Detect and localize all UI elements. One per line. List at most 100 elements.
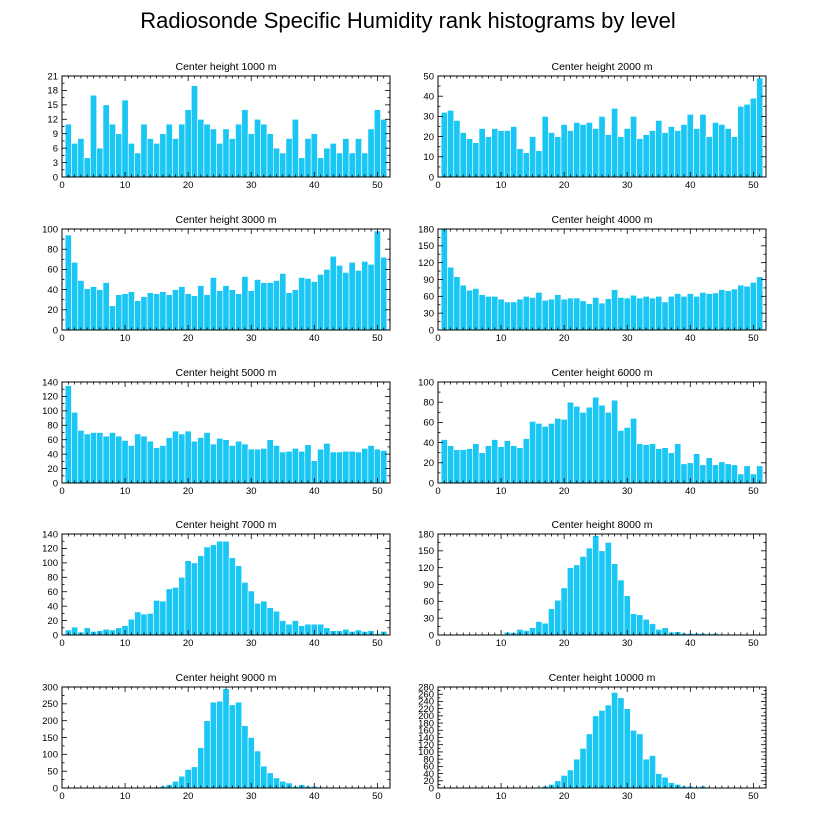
x-tick-label: 50 [748, 180, 759, 191]
histogram-bar [705, 136, 713, 178]
x-tick-label: 50 [372, 333, 383, 344]
y-tick-label: 50 [423, 71, 434, 82]
histogram-bar [472, 288, 480, 331]
histogram-bar [77, 430, 85, 484]
histogram-bar [491, 296, 499, 331]
y-tick-label: 20 [47, 305, 58, 316]
histogram-bar [585, 122, 593, 178]
histogram-bar [159, 291, 167, 331]
histogram-bar [102, 435, 110, 484]
histogram-bar [466, 138, 473, 178]
histogram-bar [216, 143, 224, 178]
histogram-bar [466, 448, 473, 484]
y-tick-label: 20 [47, 464, 58, 475]
histogram-bar [241, 276, 249, 331]
histogram-bar [661, 132, 669, 178]
histogram-panel-10: Center height 10000 m0 10 20 30 40 5002040608… [418, 672, 767, 802]
histogram-bar [617, 697, 625, 789]
x-tick-label: 20 [183, 333, 194, 344]
histogram-bar [216, 700, 224, 789]
histogram-bar [209, 443, 217, 484]
histogram-bar [535, 292, 543, 331]
histogram-panel-7: Center height 7000 m0 10 20 30 40 50020406080… [42, 519, 391, 649]
histogram-bar [380, 256, 388, 331]
histogram-bar [159, 445, 167, 484]
histogram-bar [222, 688, 230, 789]
y-tick-label: 150 [418, 546, 434, 557]
y-tick-label: 40 [47, 601, 58, 612]
histogram-bar [317, 274, 325, 331]
histogram-bar [153, 143, 161, 178]
histogram-bar [674, 130, 682, 178]
x-tick-label: 50 [372, 638, 383, 649]
y-tick-label: 50 [47, 766, 58, 777]
histogram-bar [241, 109, 249, 178]
histogram-bar [541, 116, 549, 178]
histogram-bar [617, 579, 625, 636]
histogram-bar [209, 128, 217, 178]
x-tick-label: 30 [622, 638, 633, 649]
histogram-bar [172, 289, 179, 331]
y-tick-label: 0 [53, 478, 58, 489]
histogram-bar [279, 273, 287, 331]
histogram-bar [731, 136, 738, 178]
histogram-bar [604, 298, 612, 331]
histogram-panel-8: Center height 8000 m 0 10 20 30 40 50 0 30 60 90 12… [418, 519, 767, 649]
histogram-bar [440, 112, 448, 178]
histogram-bar [191, 85, 198, 178]
y-tick-label: 6 [53, 143, 58, 154]
histogram-bar [247, 590, 255, 636]
histogram-bar [579, 411, 587, 484]
histogram-bar [447, 266, 455, 331]
histogram-bar [285, 138, 293, 178]
histogram-bar [209, 544, 217, 636]
histogram-bar [548, 298, 555, 331]
panel-title: Center height 2000 m [552, 61, 653, 73]
histogram-bar [298, 277, 306, 331]
histogram-bar [228, 445, 236, 484]
x-tick-label: 10 [120, 791, 131, 802]
histogram-bar [592, 297, 600, 331]
x-tick-label: 0 [59, 638, 64, 649]
histogram-bar [348, 262, 356, 331]
histogram-bar [611, 692, 619, 789]
histogram-bar [317, 157, 325, 178]
histogram-bar [134, 611, 142, 636]
y-tick-label: 0 [429, 783, 434, 794]
histogram-panel-1: Center height 1000 m0 10 20 30 40 50036912151… [47, 61, 391, 191]
histogram-bar [737, 106, 745, 178]
x-tick-label: 0 [59, 486, 64, 497]
histogram-bar [459, 284, 467, 331]
histogram-bar [304, 278, 312, 331]
histogram-bar [440, 439, 448, 484]
y-tick-label: 200 [418, 711, 434, 722]
x-tick-label: 40 [309, 333, 320, 344]
histogram-bar [642, 444, 650, 484]
histogram-bar [127, 291, 135, 331]
histogram-bar [630, 294, 637, 331]
x-tick-label: 40 [309, 486, 320, 497]
x-tick-label: 30 [622, 486, 633, 497]
histogram-bar [191, 562, 198, 636]
y-tick-label: 250 [42, 699, 58, 710]
histogram-bar [516, 148, 524, 178]
histogram-bar [661, 301, 669, 331]
y-tick-label: 300 [42, 682, 58, 693]
histogram-panel-4: Center height 4000 m 0 10 20 30 40 50 0 30 60 90 12… [418, 214, 767, 344]
histogram-bar [560, 124, 568, 178]
y-tick-label: 80 [47, 245, 58, 256]
histogram-bar [367, 128, 375, 178]
histogram-bar [254, 279, 261, 331]
histogram-bar [548, 608, 555, 636]
histogram-bar [115, 133, 123, 178]
histogram-bar [140, 435, 148, 484]
histogram-bar [165, 437, 173, 484]
histogram-bar [503, 130, 511, 178]
histogram-bar [497, 130, 505, 178]
histogram-bar [447, 445, 455, 484]
x-tick-label: 20 [183, 180, 194, 191]
histogram-bar [567, 130, 574, 178]
panel-title: Center height 8000 m [552, 519, 653, 531]
histogram-bar [611, 563, 619, 636]
histogram-bar [235, 440, 243, 484]
